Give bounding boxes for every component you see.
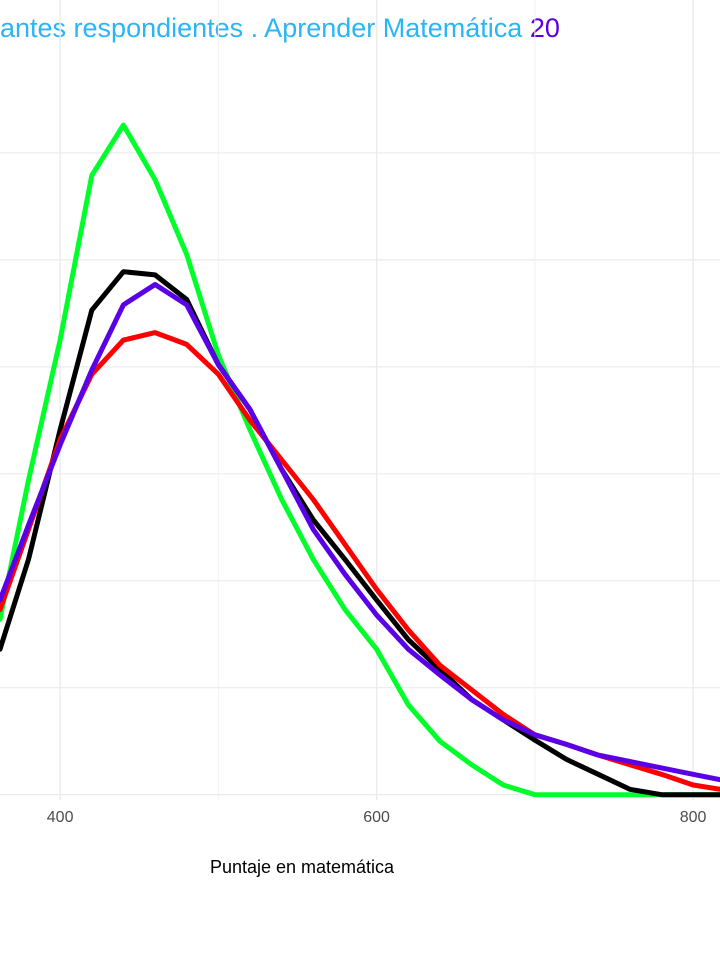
x-tick-label: 400 — [47, 809, 74, 826]
density-line — [0, 282, 720, 783]
density-line — [0, 269, 720, 798]
title-suffix: 20 — [530, 13, 560, 43]
density-line — [0, 122, 720, 798]
chart-title: antes respondientes . Aprender Matemátic… — [0, 13, 560, 43]
x-tick-label: 800 — [680, 809, 707, 826]
title-main: antes respondientes . Aprender Matemátic… — [0, 13, 523, 43]
x-axis-label: Puntaje en matemática — [210, 857, 395, 877]
x-tick-label: 600 — [363, 809, 390, 826]
density-line — [0, 330, 720, 792]
